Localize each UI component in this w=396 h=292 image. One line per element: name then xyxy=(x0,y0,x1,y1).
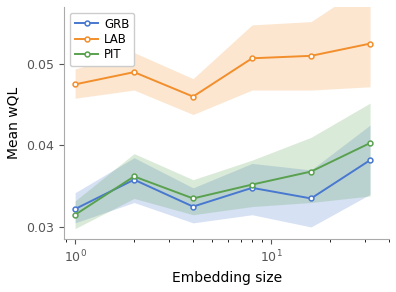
Legend: GRB, LAB, PIT: GRB, LAB, PIT xyxy=(70,13,135,66)
LAB xyxy=(132,70,137,74)
LAB xyxy=(368,42,373,45)
GRB xyxy=(73,207,78,211)
PIT xyxy=(250,183,255,186)
Line: LAB: LAB xyxy=(73,41,373,99)
Y-axis label: Mean wQL: Mean wQL xyxy=(7,87,21,159)
PIT xyxy=(73,213,78,216)
PIT xyxy=(132,175,137,178)
PIT xyxy=(191,197,196,200)
PIT xyxy=(309,170,314,173)
PIT xyxy=(368,141,373,145)
Line: PIT: PIT xyxy=(73,140,373,217)
Line: GRB: GRB xyxy=(73,158,373,211)
LAB xyxy=(73,83,78,86)
GRB xyxy=(309,197,314,200)
LAB xyxy=(250,57,255,60)
GRB xyxy=(191,205,196,208)
GRB xyxy=(132,178,137,181)
LAB xyxy=(309,54,314,58)
X-axis label: Embedding size: Embedding size xyxy=(171,271,282,285)
GRB xyxy=(368,158,373,162)
GRB xyxy=(250,186,255,190)
LAB xyxy=(191,95,196,98)
